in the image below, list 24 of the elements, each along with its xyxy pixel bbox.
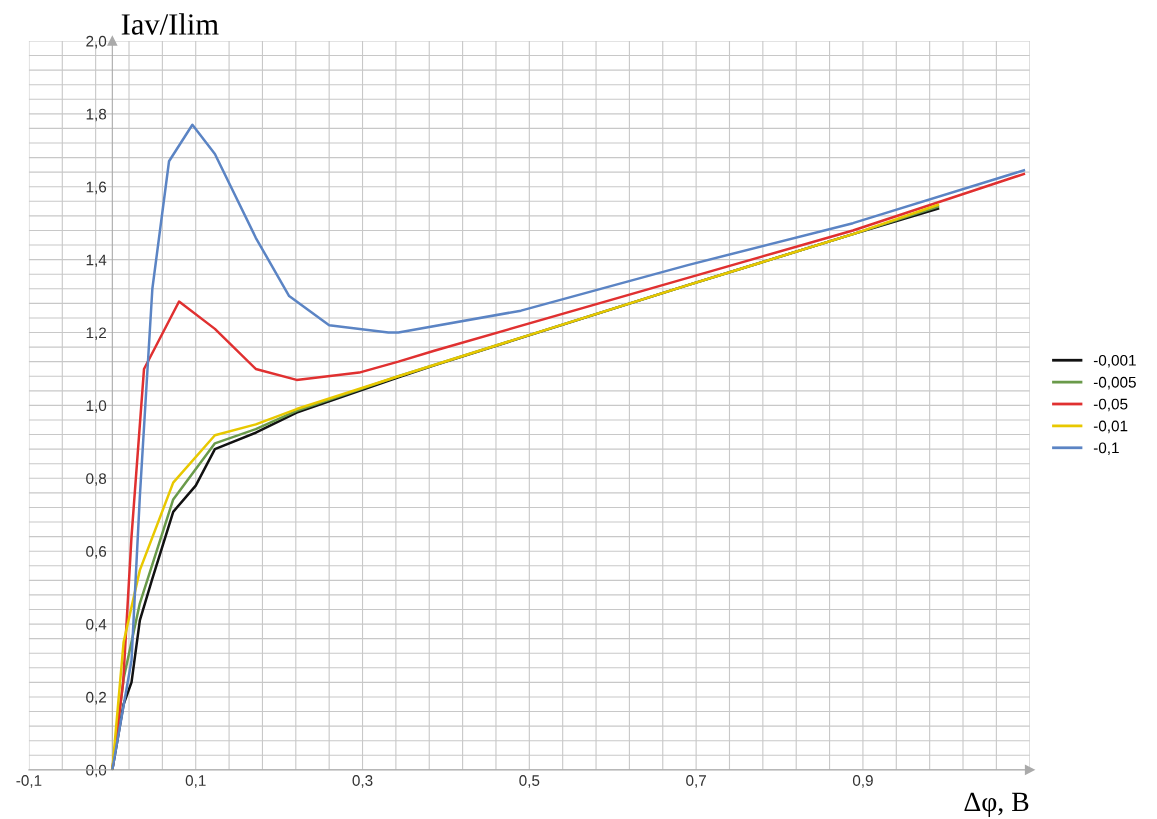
- y-tick-label: 0,8: [86, 473, 107, 486]
- y-tick-label: 0,4: [86, 618, 107, 632]
- x-axis-title: Δφ, B: [964, 792, 1029, 817]
- y-axis-title: Iav/Ilim: [121, 13, 219, 35]
- legend-label: -0,1: [1093, 442, 1119, 456]
- x-tick-label: 0,1: [185, 775, 206, 788]
- x-tick-label: -0,1: [16, 775, 42, 788]
- y-tick-label: 0,0: [86, 764, 107, 778]
- x-tick-label: 0,3: [352, 775, 373, 788]
- x-tick-label: 0,5: [519, 775, 540, 788]
- y-tick-label: 1,4: [86, 254, 107, 268]
- y-tick-label: 2,0: [86, 35, 107, 49]
- legend-label: -0,01: [1093, 420, 1128, 434]
- y-tick-label: 1,2: [86, 327, 106, 340]
- y-tick-label: 1,6: [86, 181, 107, 195]
- legend-label: -0,05: [1093, 398, 1128, 412]
- legend-label: -0,001: [1093, 354, 1136, 368]
- x-tick-label: 0,7: [686, 775, 706, 788]
- legend-label: -0,005: [1093, 376, 1136, 390]
- y-tick-label: 1,0: [86, 400, 107, 413]
- y-tick-label: 0,6: [86, 546, 107, 559]
- x-tick-label: 0,9: [852, 775, 873, 788]
- y-tick-label: 0,2: [86, 691, 106, 705]
- y-tick-label: 1,8: [86, 108, 107, 122]
